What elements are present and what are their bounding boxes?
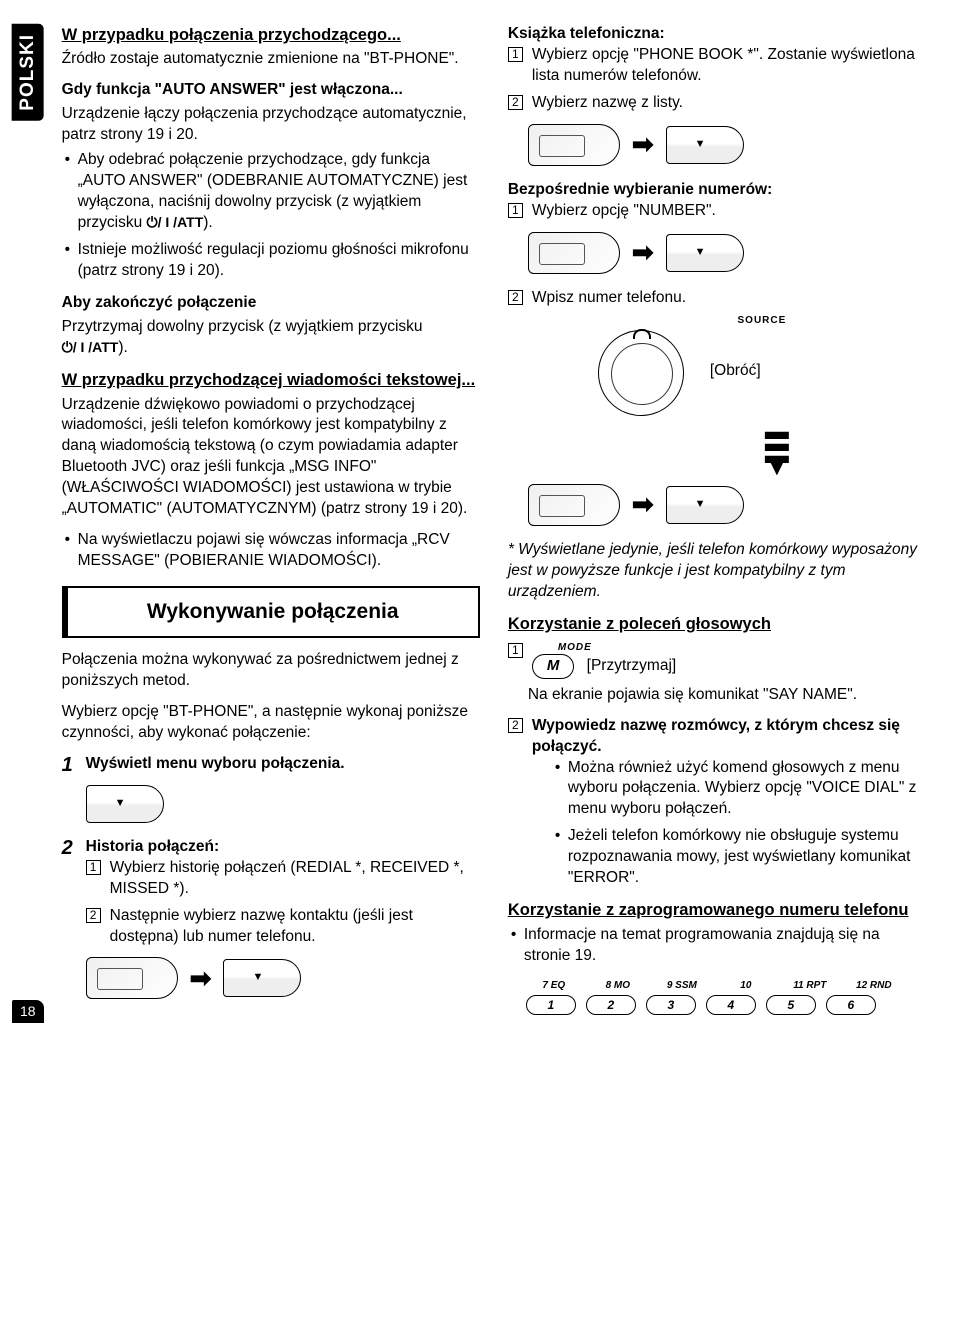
phonebook-step-1: 1Wybierz opcję "PHONE BOOK *". Zostanie …: [508, 45, 926, 87]
source-dial-block: SOURCE [Obróć]: [598, 314, 926, 416]
heading-incoming-sms: W przypadku przychodzącej wiadomości tek…: [62, 369, 480, 391]
heading-end-call: Aby zakończyć połączenie: [62, 293, 480, 314]
left-column: W przypadku połączenia przychodzącego...…: [62, 24, 480, 1015]
preset-bullets: Informacje na temat programowania znajdu…: [508, 925, 926, 967]
preset-btn-2: 2: [586, 995, 636, 1015]
direct-step-1: 1Wybierz opcję "NUMBER".: [508, 201, 926, 222]
preset-btn-6: 6: [826, 995, 876, 1015]
arrow-down-icon: ▬▬▬▼: [628, 426, 926, 474]
voice-step-2: 2 Wypowiedz nazwę rozmówcy, z którym chc…: [508, 716, 926, 889]
text-source-change: Źródło zostaje automatycznie zmienione n…: [62, 49, 480, 70]
enter-button-icon-5: [666, 486, 744, 524]
text-auto-answer: Urządzenie łączy połączenia przychodzące…: [62, 104, 480, 146]
heading-preset-number: Korzystanie z zaprogramowanego numeru te…: [508, 899, 926, 921]
panel-button-icon-3: [528, 232, 620, 274]
preset-btn-5: 5: [766, 995, 816, 1015]
mode-action-label: [Przytrzymaj]: [587, 658, 677, 675]
enter-button-icon: [86, 785, 164, 823]
mode-button-icon: M: [532, 654, 575, 678]
voice-bullet-2: Jeżeli telefon komórkowy nie obsługuje s…: [552, 826, 926, 889]
arrow-right-icon-3: ➡: [632, 235, 654, 270]
heading-incoming-call: W przypadku połączenia przychodzącego...: [62, 24, 480, 46]
text-say-name: Na ekranie pojawia się komunikat "SAY NA…: [508, 685, 926, 706]
phonebook-step-2: 2Wybierz nazwę z listy.: [508, 93, 926, 114]
numbered-steps: 1 Wyświetl menu wyboru połączenia. 2 His…: [62, 754, 480, 1000]
substep-2-1: 1 Wybierz historię połączeń (REDIAL *, R…: [86, 858, 480, 900]
language-tab: POLSKI: [12, 24, 44, 121]
step-1: 1 Wyświetl menu wyboru połączenia.: [62, 754, 480, 823]
bullet-rcv-message: Na wyświetlaczu pojawi się wówczas infor…: [62, 530, 480, 572]
bullet-mic-volume: Istnieje możliwość regulacji poziomu gło…: [62, 240, 480, 282]
voice-bullet-1: Można również użyć komend głosowych z me…: [552, 758, 926, 821]
preset-btn-3: 3: [646, 995, 696, 1015]
bullet-answer-off: Aby odebrać połączenie przychodzące, gdy…: [62, 150, 480, 234]
box-2: 2: [86, 908, 101, 923]
section-banner-making-call: Wykonywanie połączenia: [62, 586, 480, 638]
step-2: 2 Historia połączeń: 1 Wybierz historię …: [62, 837, 480, 1000]
bullet-list-1: Aby odebrać połączenie przychodzące, gdy…: [62, 150, 480, 282]
right-column: Książka telefoniczna: 1Wybierz opcję "PH…: [508, 24, 926, 1015]
enter-button-icon-2: [223, 959, 301, 997]
panel-button-icon: [86, 957, 178, 999]
arrow-right-icon-4: ➡: [632, 487, 654, 522]
direct-step-2: 2Wpisz numer telefonu.: [508, 288, 926, 309]
voice-step-1: 1 MODE M [Przytrzymaj]: [508, 641, 926, 679]
page-number: 18: [12, 1000, 44, 1023]
heading-phonebook: Książka telefoniczna:: [508, 24, 926, 45]
text-call-methods: Połączenia można wykonywać za pośrednict…: [62, 650, 480, 692]
preset-top-labels: 7 EQ 8 MO 9 SSM 10 11 RPT 12 RND: [532, 979, 926, 993]
step-number-1: 1: [62, 752, 73, 779]
voice-sub-bullets: Można również użyć komend głosowych z me…: [552, 758, 926, 890]
power-att-symbol: ⏻/ I /ATT: [147, 213, 204, 232]
box-1: 1: [86, 860, 101, 875]
dial-icon: [598, 330, 684, 416]
mode-sup-label: MODE: [558, 641, 926, 655]
arrow-right-icon: ➡: [190, 961, 212, 996]
dial-action-label: [Obróć]: [710, 361, 761, 382]
text-sms-info: Urządzenie dźwiękowo powiadomi o przycho…: [62, 395, 480, 521]
enter-button-icon-4: [666, 234, 744, 272]
substep-2-2: 2 Następnie wybierz nazwę kontaktu (jeśl…: [86, 906, 480, 948]
text-end-call: Przytrzymaj dowolny przycisk (z wyjątkie…: [62, 317, 480, 359]
preset-buttons-block: 7 EQ 8 MO 9 SSM 10 11 RPT 12 RND 1 2 3 4…: [526, 979, 926, 1015]
panel-button-icon-4: [528, 484, 620, 526]
preset-info-bullet: Informacje na temat programowania znajdu…: [508, 925, 926, 967]
bullet-list-2: Na wyświetlaczu pojawi się wówczas infor…: [62, 530, 480, 572]
footnote-asterisk: * Wyświetlane jedynie, jeśli telefon kom…: [508, 540, 926, 603]
preset-btn-1: 1: [526, 995, 576, 1015]
source-label: SOURCE: [598, 314, 926, 328]
step-number-2: 2: [62, 835, 73, 862]
heading-direct-dial: Bezpośrednie wybieranie numerów:: [508, 180, 926, 201]
enter-button-icon-3: [666, 126, 744, 164]
panel-button-icon-2: [528, 124, 620, 166]
power-att-symbol-2: ⏻/ I /ATT: [62, 338, 119, 357]
heading-auto-answer: Gdy funkcja "AUTO ANSWER" jest włączona.…: [62, 80, 480, 101]
preset-btn-4: 4: [706, 995, 756, 1015]
arrow-right-icon-2: ➡: [632, 127, 654, 162]
text-select-btphone: Wybierz opcję "BT-PHONE", a następnie wy…: [62, 702, 480, 744]
heading-voice-commands: Korzystanie z poleceń głosowych: [508, 613, 926, 635]
